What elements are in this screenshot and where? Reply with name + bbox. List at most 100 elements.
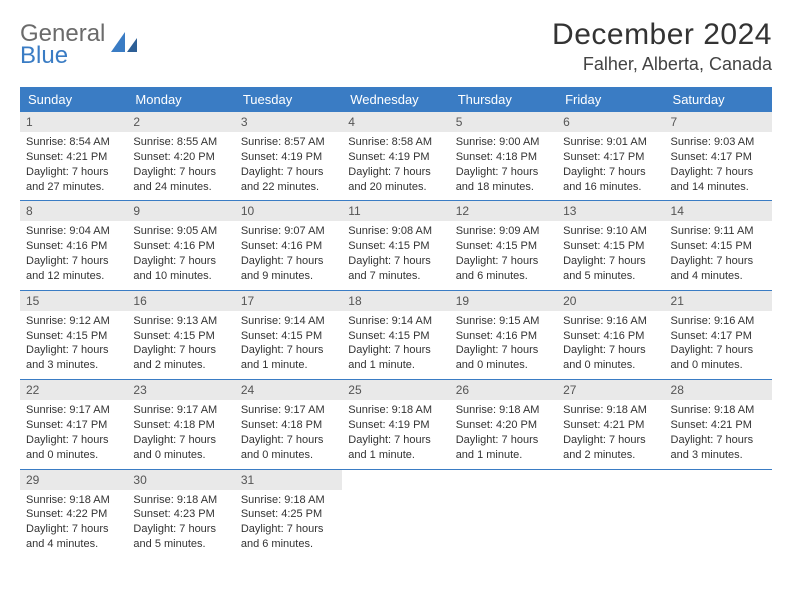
calendar-week-row: 29Sunrise: 9:18 AMSunset: 4:22 PMDayligh… xyxy=(20,469,772,558)
day-detail: Sunrise: 9:05 AMSunset: 4:16 PMDaylight:… xyxy=(127,221,234,289)
calendar-day-cell: 21Sunrise: 9:16 AMSunset: 4:17 PMDayligh… xyxy=(665,290,772,379)
calendar-day-cell: 16Sunrise: 9:13 AMSunset: 4:15 PMDayligh… xyxy=(127,290,234,379)
day-detail: Sunrise: 9:14 AMSunset: 4:15 PMDaylight:… xyxy=(235,311,342,379)
calendar-day-cell xyxy=(450,469,557,558)
calendar-day-cell: 2Sunrise: 8:55 AMSunset: 4:20 PMDaylight… xyxy=(127,112,234,201)
day-number: 13 xyxy=(557,201,664,221)
day-number: 12 xyxy=(450,201,557,221)
day-detail: Sunrise: 9:12 AMSunset: 4:15 PMDaylight:… xyxy=(20,311,127,379)
day-number: 2 xyxy=(127,112,234,132)
calendar-week-row: 8Sunrise: 9:04 AMSunset: 4:16 PMDaylight… xyxy=(20,201,772,290)
calendar-day-cell: 4Sunrise: 8:58 AMSunset: 4:19 PMDaylight… xyxy=(342,112,449,201)
sail-icon xyxy=(111,32,137,59)
calendar-day-cell: 17Sunrise: 9:14 AMSunset: 4:15 PMDayligh… xyxy=(235,290,342,379)
day-number: 19 xyxy=(450,291,557,311)
page-header: General Blue December 2024 Falher, Alber… xyxy=(20,18,772,75)
day-detail: Sunrise: 9:18 AMSunset: 4:23 PMDaylight:… xyxy=(127,490,234,558)
day-number: 4 xyxy=(342,112,449,132)
calendar-day-cell: 1Sunrise: 8:54 AMSunset: 4:21 PMDaylight… xyxy=(20,112,127,201)
day-number: 24 xyxy=(235,380,342,400)
day-detail: Sunrise: 9:11 AMSunset: 4:15 PMDaylight:… xyxy=(665,221,772,289)
day-number: 16 xyxy=(127,291,234,311)
day-number: 18 xyxy=(342,291,449,311)
calendar-day-cell: 6Sunrise: 9:01 AMSunset: 4:17 PMDaylight… xyxy=(557,112,664,201)
day-detail: Sunrise: 9:17 AMSunset: 4:17 PMDaylight:… xyxy=(20,400,127,468)
day-detail: Sunrise: 9:17 AMSunset: 4:18 PMDaylight:… xyxy=(127,400,234,468)
calendar-day-cell: 28Sunrise: 9:18 AMSunset: 4:21 PMDayligh… xyxy=(665,380,772,469)
day-detail: Sunrise: 9:17 AMSunset: 4:18 PMDaylight:… xyxy=(235,400,342,468)
day-detail: Sunrise: 8:58 AMSunset: 4:19 PMDaylight:… xyxy=(342,132,449,200)
day-detail: Sunrise: 8:57 AMSunset: 4:19 PMDaylight:… xyxy=(235,132,342,200)
day-number: 29 xyxy=(20,470,127,490)
logo: General Blue xyxy=(20,22,137,68)
calendar-week-row: 1Sunrise: 8:54 AMSunset: 4:21 PMDaylight… xyxy=(20,112,772,201)
calendar-day-cell: 24Sunrise: 9:17 AMSunset: 4:18 PMDayligh… xyxy=(235,380,342,469)
weekday-header: Saturday xyxy=(665,87,772,112)
calendar-day-cell: 26Sunrise: 9:18 AMSunset: 4:20 PMDayligh… xyxy=(450,380,557,469)
day-detail: Sunrise: 9:18 AMSunset: 4:21 PMDaylight:… xyxy=(665,400,772,468)
day-number: 10 xyxy=(235,201,342,221)
title-block: December 2024 Falher, Alberta, Canada xyxy=(552,18,772,75)
day-detail: Sunrise: 9:07 AMSunset: 4:16 PMDaylight:… xyxy=(235,221,342,289)
day-detail: Sunrise: 9:08 AMSunset: 4:15 PMDaylight:… xyxy=(342,221,449,289)
day-number: 31 xyxy=(235,470,342,490)
day-number: 15 xyxy=(20,291,127,311)
day-number: 9 xyxy=(127,201,234,221)
calendar-day-cell: 10Sunrise: 9:07 AMSunset: 4:16 PMDayligh… xyxy=(235,201,342,290)
logo-text-block: General Blue xyxy=(20,22,105,68)
day-detail: Sunrise: 9:13 AMSunset: 4:15 PMDaylight:… xyxy=(127,311,234,379)
day-detail: Sunrise: 9:01 AMSunset: 4:17 PMDaylight:… xyxy=(557,132,664,200)
calendar-day-cell: 31Sunrise: 9:18 AMSunset: 4:25 PMDayligh… xyxy=(235,469,342,558)
calendar-day-cell xyxy=(665,469,772,558)
day-detail: Sunrise: 9:16 AMSunset: 4:17 PMDaylight:… xyxy=(665,311,772,379)
day-number: 22 xyxy=(20,380,127,400)
day-number: 28 xyxy=(665,380,772,400)
day-number: 11 xyxy=(342,201,449,221)
day-detail: Sunrise: 9:00 AMSunset: 4:18 PMDaylight:… xyxy=(450,132,557,200)
calendar-week-row: 15Sunrise: 9:12 AMSunset: 4:15 PMDayligh… xyxy=(20,290,772,379)
weekday-header: Wednesday xyxy=(342,87,449,112)
calendar-day-cell: 12Sunrise: 9:09 AMSunset: 4:15 PMDayligh… xyxy=(450,201,557,290)
day-number: 14 xyxy=(665,201,772,221)
day-detail: Sunrise: 9:10 AMSunset: 4:15 PMDaylight:… xyxy=(557,221,664,289)
day-number: 17 xyxy=(235,291,342,311)
day-number: 20 xyxy=(557,291,664,311)
calendar-day-cell: 22Sunrise: 9:17 AMSunset: 4:17 PMDayligh… xyxy=(20,380,127,469)
calendar-day-cell xyxy=(342,469,449,558)
calendar-day-cell: 30Sunrise: 9:18 AMSunset: 4:23 PMDayligh… xyxy=(127,469,234,558)
day-number: 8 xyxy=(20,201,127,221)
calendar-day-cell: 29Sunrise: 9:18 AMSunset: 4:22 PMDayligh… xyxy=(20,469,127,558)
calendar-day-cell: 13Sunrise: 9:10 AMSunset: 4:15 PMDayligh… xyxy=(557,201,664,290)
logo-line2: Blue xyxy=(20,44,105,68)
day-detail: Sunrise: 9:18 AMSunset: 4:22 PMDaylight:… xyxy=(20,490,127,558)
weekday-header: Monday xyxy=(127,87,234,112)
day-detail: Sunrise: 9:18 AMSunset: 4:21 PMDaylight:… xyxy=(557,400,664,468)
day-number: 3 xyxy=(235,112,342,132)
weekday-header: Tuesday xyxy=(235,87,342,112)
day-number: 5 xyxy=(450,112,557,132)
calendar-week-row: 22Sunrise: 9:17 AMSunset: 4:17 PMDayligh… xyxy=(20,380,772,469)
day-detail: Sunrise: 8:54 AMSunset: 4:21 PMDaylight:… xyxy=(20,132,127,200)
calendar-day-cell: 9Sunrise: 9:05 AMSunset: 4:16 PMDaylight… xyxy=(127,201,234,290)
calendar-day-cell: 23Sunrise: 9:17 AMSunset: 4:18 PMDayligh… xyxy=(127,380,234,469)
calendar-day-cell: 14Sunrise: 9:11 AMSunset: 4:15 PMDayligh… xyxy=(665,201,772,290)
location: Falher, Alberta, Canada xyxy=(552,54,772,75)
calendar-body: 1Sunrise: 8:54 AMSunset: 4:21 PMDaylight… xyxy=(20,112,772,558)
calendar-day-cell xyxy=(557,469,664,558)
weekday-header: Thursday xyxy=(450,87,557,112)
day-number: 26 xyxy=(450,380,557,400)
day-detail: Sunrise: 9:18 AMSunset: 4:25 PMDaylight:… xyxy=(235,490,342,558)
day-detail: Sunrise: 9:14 AMSunset: 4:15 PMDaylight:… xyxy=(342,311,449,379)
month-title: December 2024 xyxy=(552,18,772,52)
day-number: 21 xyxy=(665,291,772,311)
day-detail: Sunrise: 9:03 AMSunset: 4:17 PMDaylight:… xyxy=(665,132,772,200)
day-detail: Sunrise: 9:15 AMSunset: 4:16 PMDaylight:… xyxy=(450,311,557,379)
day-number: 1 xyxy=(20,112,127,132)
calendar-header-row: SundayMondayTuesdayWednesdayThursdayFrid… xyxy=(20,87,772,112)
day-detail: Sunrise: 9:16 AMSunset: 4:16 PMDaylight:… xyxy=(557,311,664,379)
calendar-day-cell: 3Sunrise: 8:57 AMSunset: 4:19 PMDaylight… xyxy=(235,112,342,201)
day-detail: Sunrise: 9:09 AMSunset: 4:15 PMDaylight:… xyxy=(450,221,557,289)
day-number: 6 xyxy=(557,112,664,132)
calendar-day-cell: 20Sunrise: 9:16 AMSunset: 4:16 PMDayligh… xyxy=(557,290,664,379)
day-number: 27 xyxy=(557,380,664,400)
